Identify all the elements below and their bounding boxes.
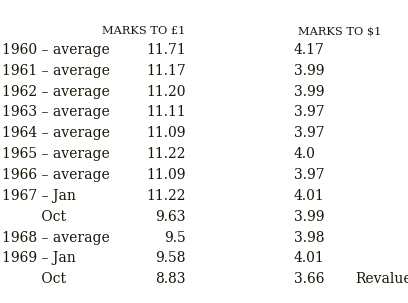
Text: 4.0: 4.0 <box>294 147 316 161</box>
Text: 11.09: 11.09 <box>146 168 186 182</box>
Text: Oct: Oct <box>2 210 66 224</box>
Text: 3.97: 3.97 <box>294 126 324 140</box>
Text: 11.22: 11.22 <box>146 189 186 203</box>
Text: 9.58: 9.58 <box>155 251 186 265</box>
Text: 1962 – average: 1962 – average <box>2 85 110 98</box>
Text: 4.17: 4.17 <box>294 43 325 57</box>
Text: 9.5: 9.5 <box>164 231 186 245</box>
Text: 1964 – average: 1964 – average <box>2 126 110 140</box>
Text: 11.71: 11.71 <box>146 43 186 57</box>
Text: 3.99: 3.99 <box>294 85 324 98</box>
Text: 1963 – average: 1963 – average <box>2 105 110 119</box>
Text: MARKS TO £1: MARKS TO £1 <box>102 26 186 36</box>
Text: 1965 – average: 1965 – average <box>2 147 110 161</box>
Text: 1967 – Jan: 1967 – Jan <box>2 189 76 203</box>
Text: 8.83: 8.83 <box>155 272 186 286</box>
Text: 3.99: 3.99 <box>294 210 324 224</box>
Text: 11.17: 11.17 <box>146 64 186 78</box>
Text: 3.66: 3.66 <box>294 272 324 286</box>
Text: 11.20: 11.20 <box>146 85 186 98</box>
Text: 11.11: 11.11 <box>146 105 186 119</box>
Text: 1961 – average: 1961 – average <box>2 64 110 78</box>
Text: 1966 – average: 1966 – average <box>2 168 110 182</box>
Text: MARKS TO $1: MARKS TO $1 <box>298 26 381 36</box>
Text: 11.09: 11.09 <box>146 126 186 140</box>
Text: 4.01: 4.01 <box>294 189 324 203</box>
Text: 1969 – Jan: 1969 – Jan <box>2 251 76 265</box>
Text: 1960 – average: 1960 – average <box>2 43 110 57</box>
Text: 1968 – average: 1968 – average <box>2 231 110 245</box>
Text: 11.22: 11.22 <box>146 147 186 161</box>
Text: 3.99: 3.99 <box>294 64 324 78</box>
Text: 3.98: 3.98 <box>294 231 324 245</box>
Text: 3.97: 3.97 <box>294 105 324 119</box>
Text: Revalued: Revalued <box>355 272 408 286</box>
Text: 3.97: 3.97 <box>294 168 324 182</box>
Text: Oct: Oct <box>2 272 66 286</box>
Text: 9.63: 9.63 <box>155 210 186 224</box>
Text: 4.01: 4.01 <box>294 251 324 265</box>
